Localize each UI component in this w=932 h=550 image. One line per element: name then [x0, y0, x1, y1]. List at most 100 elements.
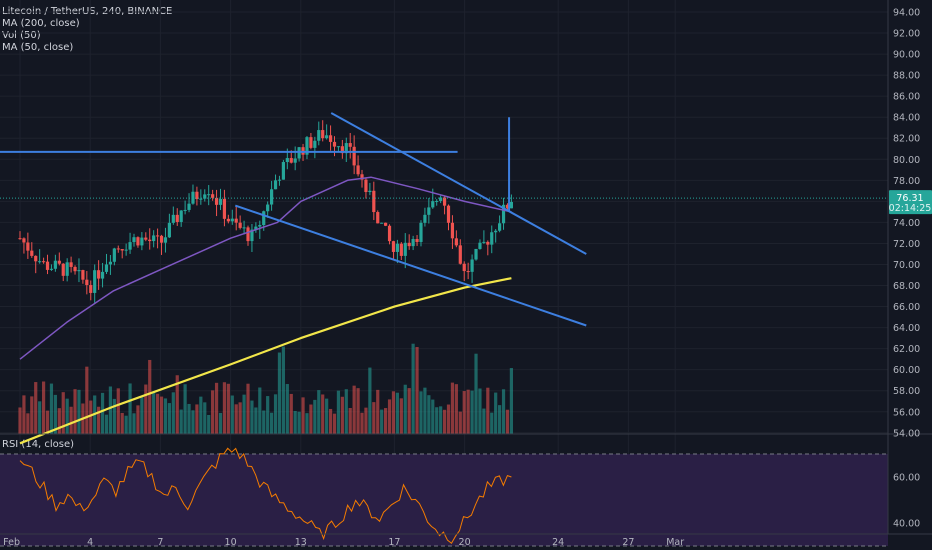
- candle-body: [364, 179, 368, 193]
- volume-bar: [73, 389, 77, 434]
- volume-bar: [498, 405, 502, 434]
- volume-bar: [415, 346, 419, 434]
- volume-bar: [509, 368, 513, 434]
- candle-body: [222, 198, 227, 219]
- volume-bar: [152, 391, 156, 434]
- candle-body: [57, 260, 61, 264]
- volume-bar: [187, 403, 191, 434]
- candle-body: [494, 230, 498, 233]
- candle-body: [230, 218, 234, 222]
- volume-bar: [155, 393, 160, 434]
- candle-body: [395, 243, 399, 252]
- volume-bar: [419, 391, 423, 434]
- volume-bar: [258, 387, 262, 434]
- candle-body: [352, 146, 356, 166]
- volume-bar: [439, 406, 443, 434]
- volume-bar: [179, 409, 183, 434]
- candle-body: [368, 190, 372, 193]
- drawing-trendline: [330, 112, 587, 255]
- candle-body: [22, 238, 26, 243]
- price-tick-label: 74.00: [893, 218, 920, 229]
- volume-bar: [450, 382, 455, 434]
- volume-bar: [301, 397, 305, 434]
- candle-body: [332, 141, 337, 147]
- candle-body: [85, 279, 89, 286]
- candle-body: [148, 239, 152, 242]
- rsi-band: [0, 454, 888, 546]
- volume-bar: [344, 389, 348, 434]
- candle-body: [305, 137, 309, 155]
- rsi-label[interactable]: RSI (14, close): [2, 439, 75, 450]
- candle-body: [179, 210, 183, 222]
- candle-body: [124, 249, 128, 251]
- volume-bar: [163, 398, 168, 434]
- volume-bar: [26, 413, 30, 434]
- volume-bar: [207, 414, 211, 434]
- candle-body: [112, 248, 116, 262]
- volume-bar: [321, 394, 325, 434]
- volume-bar: [289, 393, 293, 434]
- candle-body: [470, 259, 474, 272]
- candle-body: [108, 261, 113, 265]
- candle-body: [474, 248, 478, 260]
- price-tick-label: 66.00: [893, 302, 920, 313]
- indicator-ma50-label[interactable]: MA (50, close): [2, 42, 74, 53]
- candle-body: [317, 130, 321, 141]
- time-tick-label: 13: [295, 537, 307, 548]
- candle-body: [277, 179, 282, 181]
- grid: [0, 0, 888, 534]
- candle-body: [116, 248, 120, 250]
- time-tick-label: 20: [459, 537, 471, 548]
- candle-body: [427, 207, 431, 215]
- volume-bar: [384, 408, 388, 434]
- candle-body: [250, 229, 254, 242]
- volume-bar: [159, 396, 164, 434]
- drawing-trendline: [234, 204, 587, 327]
- volume-bar: [124, 415, 128, 434]
- volume-bar: [140, 397, 144, 434]
- time-tick-label: Mar: [666, 537, 684, 548]
- candle-body: [505, 204, 510, 209]
- volume-bar: [332, 413, 337, 434]
- volume-bar: [148, 359, 152, 434]
- trend-drawings[interactable]: [0, 112, 587, 327]
- time-tick-label: 27: [622, 537, 634, 548]
- price-tick-label: 82.00: [893, 134, 920, 145]
- rsi-pane: [0, 447, 888, 547]
- time-tick-label: 7: [157, 537, 163, 548]
- volume-bar: [120, 412, 124, 434]
- volume-bar: [53, 394, 57, 434]
- volume-bar: [22, 395, 26, 434]
- rsi-tick-label: 60.00: [893, 473, 920, 484]
- time-tick-label: 4: [87, 537, 93, 548]
- candle-body: [446, 205, 451, 223]
- volume-bar: [376, 389, 380, 434]
- volume-bar: [411, 343, 415, 434]
- volume-bar: [380, 409, 384, 434]
- indicator-volume-label[interactable]: Vol (50): [2, 30, 41, 41]
- volume-bar: [97, 406, 101, 434]
- candle-body: [356, 165, 360, 175]
- candle-body: [203, 194, 207, 199]
- indicator-ma200-label[interactable]: MA (200, close): [2, 18, 80, 29]
- volume-bar: [462, 391, 466, 434]
- ma50-line: [19, 176, 512, 360]
- candle-body: [41, 261, 46, 263]
- volume-bar: [348, 407, 352, 434]
- volume-bar: [273, 394, 278, 434]
- candle-body: [380, 222, 384, 224]
- time-tick-label: 24: [552, 537, 564, 548]
- volume-bar: [49, 383, 54, 434]
- volume-bar: [293, 410, 297, 434]
- candle-body: [18, 238, 22, 240]
- rsi-line: [19, 447, 512, 545]
- candle-body: [411, 239, 415, 247]
- volume-bar: [199, 396, 203, 434]
- volume-bar: [352, 385, 356, 434]
- price-tag-value: 76.31: [896, 193, 923, 204]
- volume-bar: [226, 383, 230, 434]
- candle-body: [419, 222, 423, 242]
- candle-body: [309, 137, 313, 148]
- candle-body: [38, 261, 42, 263]
